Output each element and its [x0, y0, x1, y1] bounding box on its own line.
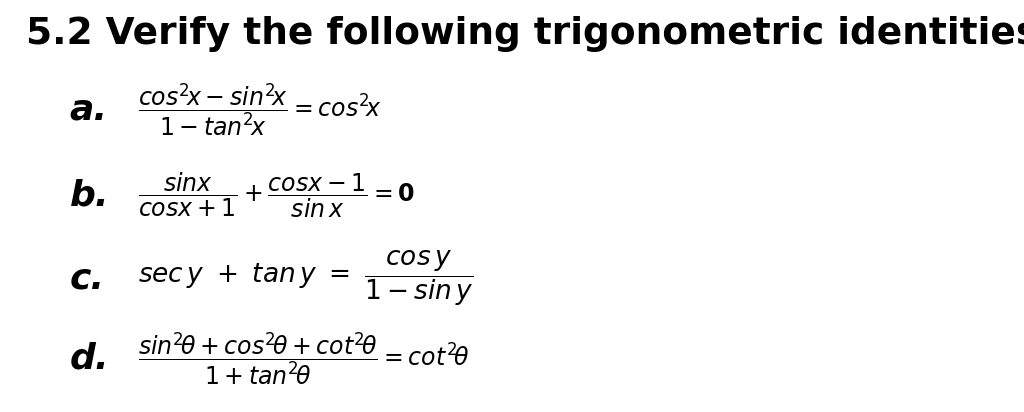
Text: c.: c. [70, 261, 104, 295]
Text: a.: a. [70, 92, 108, 126]
Text: $\dfrac{\mathit{cos^2\!x - sin^2\!x}}{\mathit{1-tan^2\!x}} = \mathit{cos^2\!x}$: $\dfrac{\mathit{cos^2\!x - sin^2\!x}}{\m… [138, 81, 382, 138]
Text: 5.2 Verify the following trigonometric identities: 5.2 Verify the following trigonometric i… [26, 16, 1024, 52]
Text: $\dfrac{\mathit{sinx}}{\mathit{cosx+1}} + \dfrac{\mathit{cosx-1}}{\mathit{sin\,x: $\dfrac{\mathit{sinx}}{\mathit{cosx+1}} … [138, 171, 415, 220]
Text: $\mathit{sec\,y\ +\ tan\,y\ =\ }\dfrac{\mathit{cos\,y}}{\mathit{1-sin\,y}}$: $\mathit{sec\,y\ +\ tan\,y\ =\ }\dfrac{\… [138, 248, 474, 308]
Text: b.: b. [70, 179, 110, 213]
Text: $\dfrac{\mathit{sin^2\!\theta + cos^2\!\theta + cot^2\!\theta}}{\mathit{1+tan^2\: $\dfrac{\mathit{sin^2\!\theta + cos^2\!\… [138, 330, 470, 387]
Text: d.: d. [70, 342, 110, 375]
